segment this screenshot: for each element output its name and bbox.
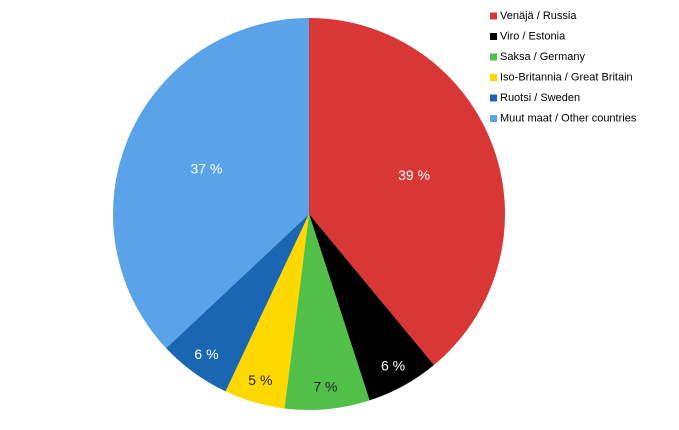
legend-label: Muut maat / Other countries [500, 112, 637, 124]
legend-label: Viro / Estonia [500, 30, 566, 42]
slice-label: 5 % [248, 372, 272, 388]
slice-label: 6 % [381, 358, 405, 374]
slice-label: 37 % [191, 160, 223, 176]
slice-label: 6 % [194, 346, 218, 362]
pie-slice [284, 214, 370, 410]
slice-label: 7 % [313, 378, 337, 394]
legend-label: Saksa / Germany [500, 51, 585, 63]
legend-label: Ruotsi / Sweden [500, 92, 580, 104]
legend-label: Venäjä / Russia [500, 10, 577, 22]
legend-swatch [490, 94, 497, 102]
pie-slice [309, 214, 434, 401]
slice-label: 39 % [398, 167, 430, 183]
legend-label: Iso-Britannia / Great Britain [500, 71, 633, 83]
pie-slice [166, 214, 309, 392]
pie-slice [112, 18, 309, 349]
legend-swatch [490, 115, 497, 122]
pie-slice [309, 18, 505, 366]
legend-swatch [490, 74, 497, 81]
legend-swatch [490, 33, 497, 40]
legend-swatch [490, 53, 497, 61]
pie-slice [225, 214, 309, 409]
legend-swatch [490, 12, 497, 20]
